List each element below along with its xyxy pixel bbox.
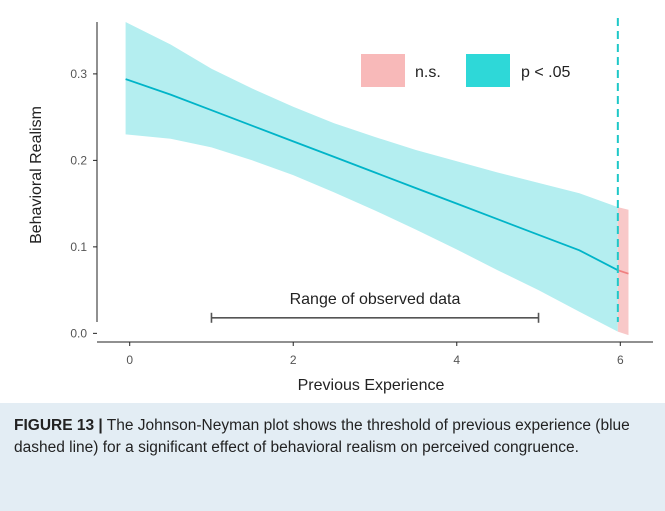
figure-label: FIGURE 13 |: [14, 417, 103, 434]
y-tick-label-3: 0.3: [70, 67, 87, 81]
series-line-1: [617, 269, 629, 275]
axes: [96, 22, 653, 343]
caption-box: FIGURE 13 | The Johnson-Neyman plot show…: [0, 403, 665, 511]
ticks: 0 2 4 6 0.0 0.1 0.2 0.3: [70, 67, 624, 367]
x-axis-title: Previous Experience: [298, 377, 445, 394]
legend-label-ns: n.s.: [415, 64, 441, 81]
observed-range-annotation: Range of observed data: [210, 291, 540, 323]
x-tick-label-1: 2: [290, 353, 297, 367]
y-tick-label-0: 0.0: [70, 326, 87, 340]
x-tick-label-0: 0: [126, 353, 133, 367]
johnson-neyman-chart: 0 2 4 6 0.0 0.1 0.2 0.3 Behavioral Realism Prev…: [28, 18, 653, 394]
x-tick-label-3: 6: [617, 353, 624, 367]
y-axis-title: Behavioral Realism: [28, 106, 45, 244]
x-tick-label-2: 4: [453, 353, 460, 367]
observed-range-label: Range of observed data: [290, 291, 461, 308]
y-tick-label-1: 0.1: [70, 240, 87, 254]
confidence-band-0: [125, 22, 618, 332]
legend-swatch-sig: [466, 54, 510, 87]
legend-label-sig: p < .05: [521, 64, 570, 81]
figure-caption: FIGURE 13 | The Johnson-Neyman plot show…: [14, 415, 651, 459]
legend: n.s. p < .05: [361, 54, 570, 87]
y-tick-label-2: 0.2: [70, 153, 87, 167]
legend-swatch-ns: [361, 54, 405, 87]
caption-text: The Johnson-Neyman plot shows the thresh…: [14, 417, 630, 456]
series-line-0: [125, 78, 619, 271]
regression-lines: [125, 78, 629, 275]
